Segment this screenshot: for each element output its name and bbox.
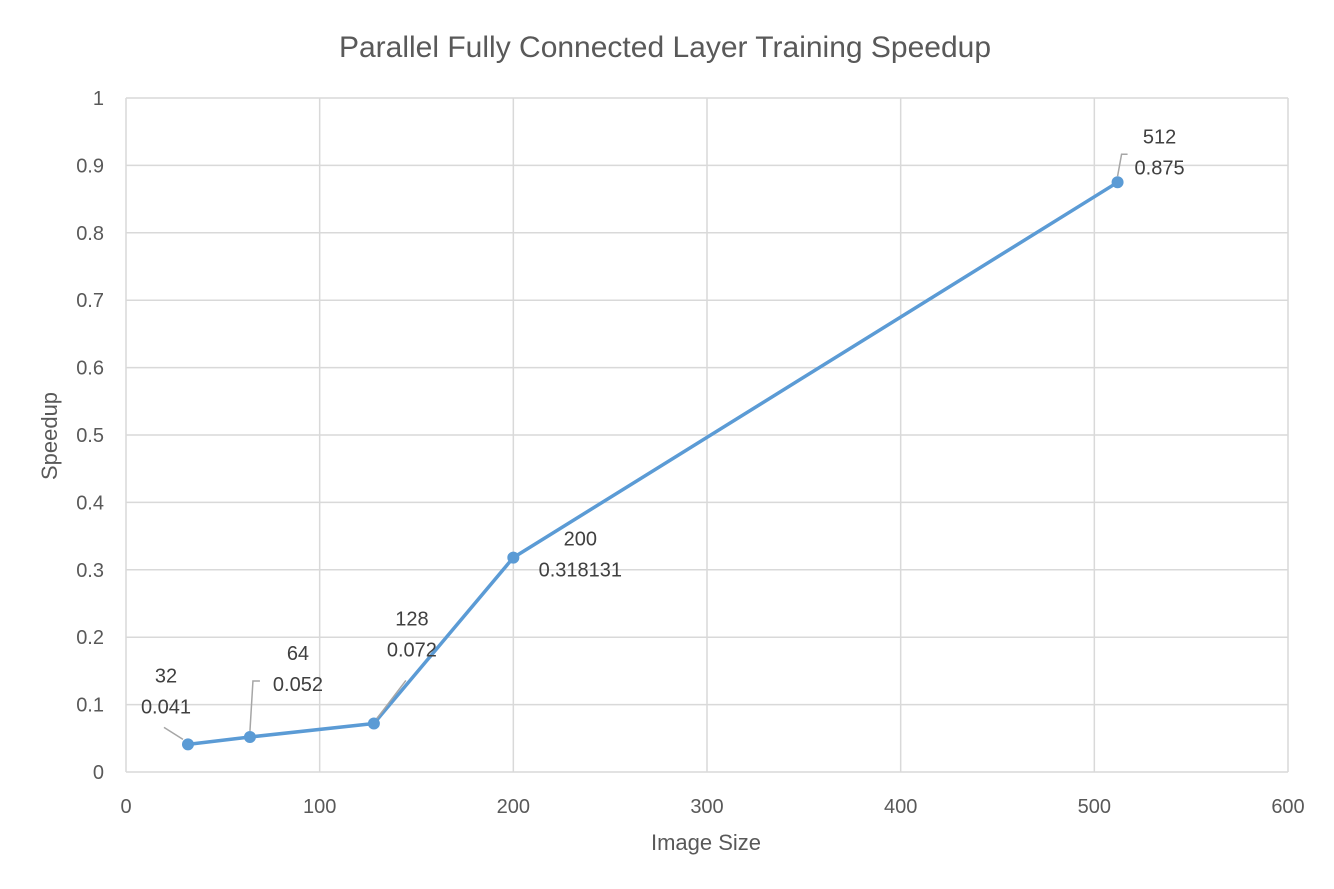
chart-title: Parallel Fully Connected Layer Training … <box>339 31 991 64</box>
data-labels: 32 0.041 64 0.052 128 0.072 200 0.318131 512 0.87… <box>141 126 1185 741</box>
data-label-y: 0.875 <box>1135 157 1185 179</box>
x-tick-label: 0 <box>120 796 131 818</box>
x-tick-label: 600 <box>1271 796 1304 818</box>
data-label-x: 200 <box>564 529 597 551</box>
y-tick-label: 0.5 <box>76 425 104 447</box>
data-point <box>243 730 256 743</box>
data-label-leader <box>163 726 184 741</box>
data-label-x: 64 <box>287 643 309 665</box>
y-tick-label: 0.4 <box>76 492 104 514</box>
data-label-x: 512 <box>1143 126 1176 148</box>
x-axis-title: Image Size <box>651 830 761 855</box>
data-label-leader <box>376 680 407 719</box>
data-label-y: 0.318131 <box>539 560 622 582</box>
data-label-y: 0.072 <box>387 639 437 661</box>
tick-labels: 0 0.1 0.2 0.3 0.4 0.5 0.6 0.7 0.8 0.9 1 0 100 200 300 4… <box>76 88 1305 818</box>
data-point <box>181 738 194 751</box>
gridlines <box>125 97 1289 773</box>
series-line <box>186 180 1120 747</box>
y-axis-title: Speedup <box>37 392 62 480</box>
y-tick-label: 0 <box>93 762 104 784</box>
y-tick-label: 0.3 <box>76 560 104 582</box>
x-tick-label: 400 <box>884 796 917 818</box>
x-tick-label: 500 <box>1078 796 1111 818</box>
data-label-y: 0.041 <box>141 696 191 718</box>
y-tick-label: 0.2 <box>76 627 104 649</box>
data-label-leader <box>249 680 260 731</box>
data-label-y: 0.052 <box>273 674 323 696</box>
data-point <box>1111 176 1124 189</box>
y-tick-label: 0.1 <box>76 695 104 717</box>
y-tick-label: 0.6 <box>76 358 104 380</box>
data-point <box>367 717 380 730</box>
data-label-x: 32 <box>155 665 177 687</box>
data-label-leader <box>1116 153 1128 177</box>
series <box>181 176 1124 751</box>
x-tick-label: 200 <box>497 796 530 818</box>
x-tick-label: 100 <box>303 796 336 818</box>
y-tick-label: 0.7 <box>76 290 104 312</box>
y-tick-label: 1 <box>93 88 104 110</box>
y-tick-label: 0.8 <box>76 223 104 245</box>
data-label-x: 128 <box>395 608 428 630</box>
y-tick-label: 0.9 <box>76 155 104 177</box>
x-tick-label: 300 <box>690 796 723 818</box>
data-point <box>507 551 520 564</box>
